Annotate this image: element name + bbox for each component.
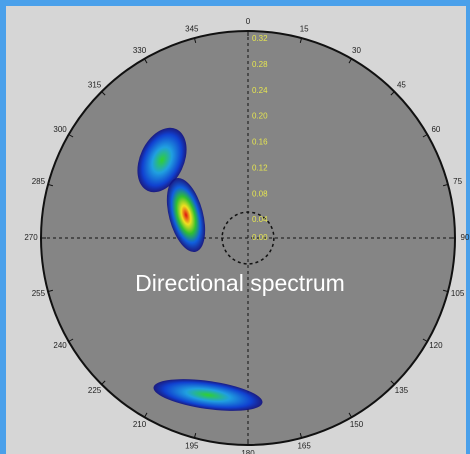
spectrum-blob xyxy=(137,127,187,193)
theta-tick xyxy=(101,91,106,96)
r-tick-label: 0.32 xyxy=(252,34,268,43)
theta-tick xyxy=(299,432,303,439)
theta-tick xyxy=(422,338,428,342)
theta-tick-label: 330 xyxy=(133,46,147,55)
theta-tick xyxy=(390,380,395,385)
r-tick-label: 0.24 xyxy=(252,86,268,95)
theta-tick xyxy=(101,380,106,385)
theta-tick xyxy=(68,338,74,342)
theta-tick-label: 165 xyxy=(297,442,311,451)
theta-tick-label: 180 xyxy=(241,449,255,454)
theta-tick-label: 45 xyxy=(397,80,406,89)
theta-tick-label: 30 xyxy=(352,46,361,55)
r-tick-label: 0.04 xyxy=(252,215,268,224)
theta-tick-label: 105 xyxy=(451,289,465,298)
theta-tick-label: 270 xyxy=(24,233,38,242)
theta-tick xyxy=(348,58,352,64)
theta-tick-label: 285 xyxy=(32,177,46,186)
r-tick-label: 0.28 xyxy=(252,60,268,69)
theta-tick xyxy=(193,37,197,44)
r-tick-label: 0.08 xyxy=(252,189,268,198)
theta-tick-label: 195 xyxy=(185,442,199,451)
theta-tick-label: 255 xyxy=(32,289,46,298)
theta-tick-label: 315 xyxy=(88,80,102,89)
theta-tick xyxy=(442,289,449,293)
theta-tick-label: 135 xyxy=(395,386,409,395)
theta-tick xyxy=(442,183,449,187)
theta-tick-label: 210 xyxy=(133,420,147,429)
theta-tick-label: 345 xyxy=(185,24,199,33)
theta-tick-label: 60 xyxy=(431,125,440,134)
theta-tick-label: 300 xyxy=(53,125,67,134)
r-tick-label: 0.16 xyxy=(252,138,268,147)
theta-tick-label: 150 xyxy=(350,420,364,429)
theta-tick xyxy=(144,412,148,418)
theta-tick xyxy=(348,412,352,418)
theta-tick-label: 75 xyxy=(453,177,462,186)
spectrum-blob xyxy=(153,379,263,411)
theta-tick-label: 225 xyxy=(88,386,102,395)
theta-tick-label: 120 xyxy=(429,341,443,350)
r-tick-label: 0.00 xyxy=(252,233,268,242)
theta-tick-label: 0 xyxy=(246,17,251,26)
theta-tick xyxy=(390,91,395,96)
theta-tick xyxy=(299,37,303,44)
theta-tick-label: 240 xyxy=(53,341,67,350)
theta-tick xyxy=(47,289,54,293)
r-tick-label: 0.20 xyxy=(252,112,268,121)
spectrum-blob xyxy=(166,178,206,252)
theta-tick xyxy=(422,134,428,138)
theta-tick xyxy=(68,134,74,138)
theta-tick xyxy=(47,183,54,187)
theta-tick-label: 90 xyxy=(461,233,470,242)
r-tick-label: 0.12 xyxy=(252,163,268,172)
r-grid-circle xyxy=(221,211,275,265)
theta-tick xyxy=(193,432,197,439)
theta-tick-label: 15 xyxy=(300,24,309,33)
theta-tick xyxy=(144,58,148,64)
chart-title: Directional spectrum xyxy=(135,270,345,296)
